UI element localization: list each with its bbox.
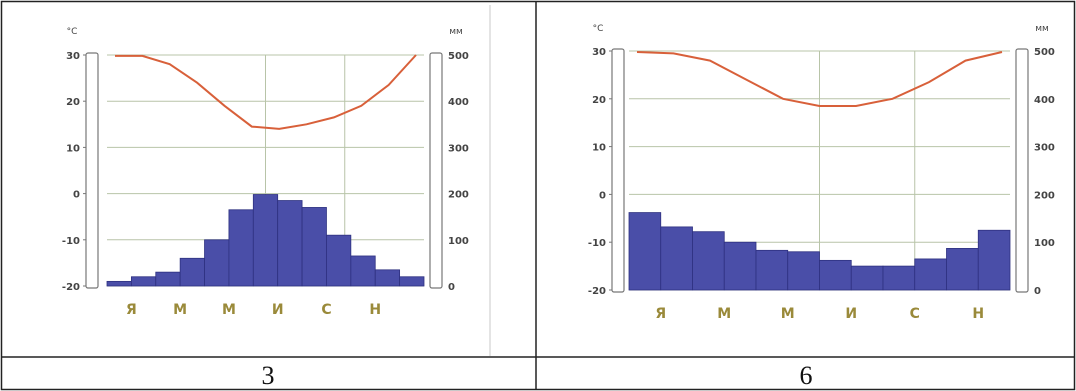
right-axis-bar bbox=[429, 52, 443, 289]
left-tick-label: 0 bbox=[73, 190, 80, 201]
precip-bar bbox=[350, 255, 376, 287]
right-axis-bar bbox=[1015, 48, 1029, 293]
right-tick-label: 100 bbox=[448, 236, 469, 247]
caption-3: 3 bbox=[262, 361, 275, 390]
month-label: Н bbox=[972, 306, 984, 322]
precip-bar bbox=[106, 280, 132, 287]
left-tick-label: 0 bbox=[599, 190, 606, 201]
left-tick-label: 20 bbox=[66, 97, 80, 108]
precip-bar bbox=[155, 271, 181, 287]
left-tick-label: 20 bbox=[592, 95, 606, 106]
right-tick-label: 500 bbox=[448, 51, 469, 62]
temperature-line bbox=[115, 54, 417, 130]
right-tick-label: 0 bbox=[448, 282, 455, 293]
precip-bar bbox=[628, 212, 662, 291]
right-tick-label: 300 bbox=[448, 143, 469, 154]
right-unit-label: мм bbox=[1035, 24, 1049, 34]
precip-bar bbox=[914, 258, 947, 291]
right-tick-label: 0 bbox=[1034, 286, 1041, 297]
right-tick-label: 400 bbox=[448, 97, 469, 108]
precip-bar bbox=[692, 231, 725, 291]
left-tick-label: -20 bbox=[588, 286, 606, 297]
right-unit-label: мм bbox=[449, 27, 463, 37]
right-tick-label: 100 bbox=[1034, 238, 1055, 249]
month-label: Я bbox=[655, 306, 666, 322]
caption-6: 6 bbox=[800, 361, 813, 390]
left-unit-label: °C bbox=[67, 27, 78, 37]
precip-bar bbox=[787, 251, 820, 291]
precip-bar bbox=[301, 207, 327, 287]
left-tick-label: 30 bbox=[66, 51, 80, 62]
month-label: М bbox=[717, 306, 731, 322]
precip-bar bbox=[179, 257, 205, 287]
precip-bar bbox=[130, 276, 157, 287]
right-tick-label: 200 bbox=[448, 190, 469, 201]
precip-bar bbox=[374, 269, 401, 287]
precip-bar bbox=[819, 259, 852, 291]
precip-bar bbox=[882, 265, 916, 291]
precip-bar bbox=[850, 265, 884, 291]
left-tick-label: -20 bbox=[62, 282, 80, 293]
right-tick-label: 500 bbox=[1034, 47, 1055, 58]
month-label: И bbox=[272, 302, 284, 318]
month-label: И bbox=[845, 306, 857, 322]
right-tick-label: 200 bbox=[1034, 190, 1055, 201]
precip-bar bbox=[228, 209, 254, 287]
temperature-line bbox=[636, 51, 1003, 107]
month-label: М bbox=[173, 302, 187, 318]
month-label: Я bbox=[126, 302, 137, 318]
precip-bar bbox=[977, 229, 1011, 291]
right-tick-label: 300 bbox=[1034, 143, 1055, 154]
left-tick-label: -10 bbox=[62, 236, 80, 247]
left-unit-label: °C bbox=[593, 24, 604, 34]
left-tick-label: -10 bbox=[588, 238, 606, 249]
precip-bar bbox=[252, 194, 279, 287]
precip-bar bbox=[326, 234, 352, 287]
left-tick-label: 10 bbox=[592, 143, 606, 154]
precip-bar bbox=[399, 276, 425, 287]
precip-bar bbox=[946, 248, 979, 291]
month-label: С bbox=[321, 302, 331, 318]
right-tick-label: 400 bbox=[1034, 95, 1055, 106]
month-label: Н bbox=[369, 302, 381, 318]
left-tick-label: 10 bbox=[66, 143, 80, 154]
left-axis-bar bbox=[611, 48, 625, 293]
month-label: М bbox=[781, 306, 795, 322]
left-axis-bar bbox=[85, 52, 99, 289]
precip-bar bbox=[660, 226, 693, 291]
precip-bar bbox=[277, 200, 303, 287]
left-tick-label: 30 bbox=[592, 47, 606, 58]
month-label: М bbox=[222, 302, 236, 318]
month-label: С bbox=[910, 306, 920, 322]
precip-bar bbox=[723, 241, 757, 291]
precip-bar bbox=[204, 239, 230, 287]
precip-bar bbox=[755, 249, 789, 291]
